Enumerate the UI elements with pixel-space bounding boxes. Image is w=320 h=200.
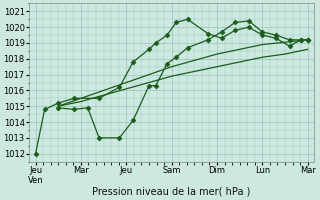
X-axis label: Pression niveau de la mer( hPa ): Pression niveau de la mer( hPa ) — [92, 187, 251, 197]
